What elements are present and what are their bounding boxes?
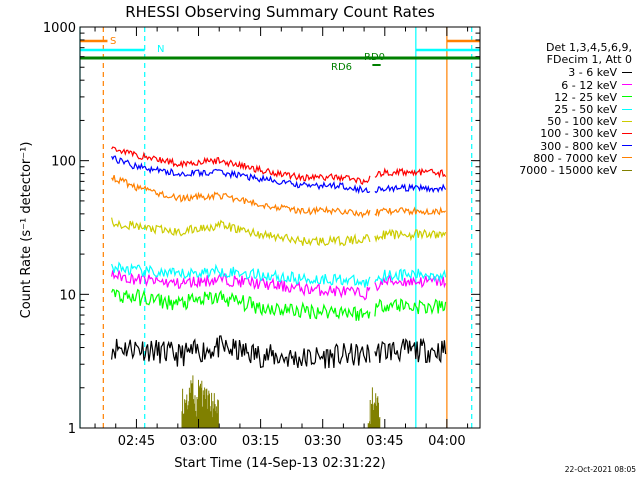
- x-tick-label: 03:15: [242, 434, 279, 449]
- x-tick-label: 04:00: [428, 434, 465, 449]
- x-tick-label: 03:00: [180, 434, 217, 449]
- state-label-rd0: RD0: [364, 52, 385, 63]
- chart-title: RHESSI Observing Summary Count Rates: [125, 3, 435, 21]
- series-line: [111, 288, 447, 321]
- legend: Det 1,3,4,5,6,9, FDecim 1, Att 0 3 - 6 k…: [467, 41, 632, 178]
- series-line: [181, 375, 381, 428]
- series-line: [111, 155, 447, 195]
- x-tick-label: 03:45: [366, 434, 403, 449]
- legend-swatch: [622, 120, 632, 122]
- series-line: [111, 174, 447, 219]
- legend-swatch: [622, 96, 632, 98]
- legend-swatch: [622, 157, 632, 159]
- timestamp: 22-Oct-2021 08:05: [564, 465, 636, 474]
- y-tick-label: 10: [59, 288, 76, 303]
- state-label-n: N: [157, 44, 164, 55]
- legend-entry-label: 6 - 12 keV: [561, 78, 617, 92]
- axes: 1 10 100 1000 02:45 03:00 03:15 03:30 03:45 04:00: [43, 21, 481, 449]
- y-tick-label: 1000: [43, 21, 76, 36]
- legend-entry: 300 - 800 keV: [467, 139, 632, 153]
- x-axis-label: Start Time (14-Sep-13 02:31:22): [174, 456, 385, 471]
- legend-swatch: [622, 132, 632, 134]
- state-label-rd6: RD6: [331, 62, 352, 73]
- legend-entry: 7000 - 15000 keV: [467, 164, 632, 178]
- y-tick-label: 1: [68, 422, 76, 437]
- legend-swatch: [622, 145, 632, 147]
- legend-entry: 800 - 7000 keV: [467, 151, 632, 165]
- legend-entry: 100 - 300 keV: [467, 128, 632, 140]
- legend-swatch: [622, 84, 632, 86]
- legend-entry-label: 25 - 50 keV: [554, 103, 617, 117]
- legend-entry-label: 12 - 25 keV: [554, 90, 617, 104]
- legend-entry: 25 - 50 keV: [467, 103, 632, 117]
- legend-header: Det 1,3,4,5,6,9, FDecim 1, Att 0: [467, 41, 632, 67]
- series-line: [111, 261, 447, 288]
- legend-entry-label: 300 - 800 keV: [540, 139, 617, 153]
- x-tick-label: 02:45: [118, 434, 155, 449]
- series-line: [111, 335, 447, 369]
- legend-entry-label: 7000 - 15000 keV: [519, 164, 617, 178]
- y-axis-label: Count Rate (s⁻¹ detector⁻¹): [19, 142, 34, 319]
- legend-swatch: [622, 108, 632, 110]
- legend-entry-label: 3 - 6 keV: [568, 66, 617, 80]
- series-line: [111, 146, 447, 185]
- legend-entry-label: 800 - 7000 keV: [533, 151, 617, 165]
- x-tick-label: 03:30: [304, 434, 341, 449]
- legend-header-line: FDecim 1, Att 0: [546, 53, 632, 67]
- legend-swatch: [622, 71, 632, 73]
- legend-entry-label: 50 - 100 keV: [547, 115, 617, 129]
- legend-entry: 6 - 12 keV: [467, 78, 632, 92]
- legend-entry: 12 - 25 keV: [467, 90, 632, 104]
- legend-entry-label: 100 - 300 keV: [540, 127, 617, 141]
- legend-header-line: Det 1,3,4,5,6,9,: [545, 41, 632, 54]
- legend-entry: 50 - 100 keV: [467, 116, 632, 128]
- plot-frame: [79, 26, 481, 429]
- y-tick-label: 100: [51, 155, 76, 170]
- state-label-s: S: [110, 36, 116, 47]
- legend-entry: 3 - 6 keV: [467, 67, 632, 79]
- series-line: [111, 217, 447, 247]
- legend-swatch: [622, 169, 632, 171]
- plot-area: S N RD0 RD6: [79, 27, 480, 428]
